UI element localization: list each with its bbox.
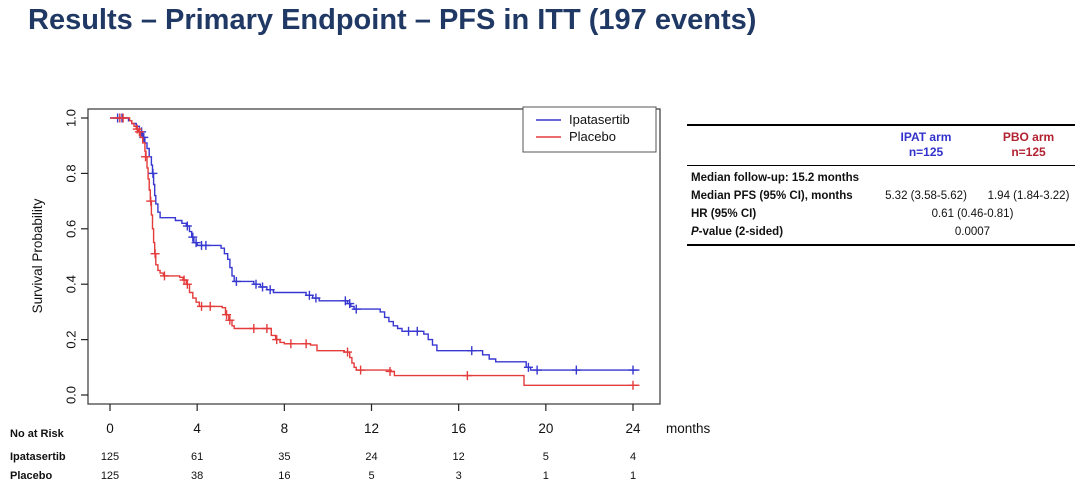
risk-value: 12 [453, 451, 465, 463]
risk-value: 1 [630, 470, 636, 482]
summary-panel: IPAT arm n=125 PBO arm n=125 Median foll… [687, 124, 1075, 246]
risk-value: 125 [101, 451, 119, 463]
risk-table: No at Risk Ipatasertib Placebo 125 61 35 24… [10, 428, 636, 482]
table-row: P-value (2-sided) 0.0007 [687, 223, 1075, 245]
km-curve-placebo [110, 117, 640, 386]
risk-value: 1 [543, 470, 549, 482]
km-curves [110, 113, 640, 390]
km-curve-ipatasertib [110, 117, 640, 371]
summary-table: IPAT arm n=125 PBO arm n=125 Median foll… [687, 124, 1075, 246]
risk-table-title: No at Risk [10, 428, 65, 440]
risk-value: 38 [191, 470, 203, 482]
p-value-label-rest: -value (2-sided) [698, 226, 784, 238]
risk-row-label-placebo: Placebo [10, 470, 52, 482]
summary-header-empty [687, 125, 870, 166]
legend: Ipatasertib Placebo [522, 106, 657, 153]
table-row: Median PFS (95% CI), months 5.32 (3.58-5… [687, 187, 1075, 205]
table-row: HR (95% CI) 0.61 (0.46-0.81) [687, 205, 1075, 223]
summary-header-ipat: IPAT arm n=125 [870, 125, 982, 166]
ipat-arm-label: IPAT arm [900, 130, 952, 144]
legend-label-ipatasertib: Ipatasertib [569, 112, 630, 127]
legend-box [522, 106, 657, 153]
y-tick-label: 0.2 [64, 331, 79, 349]
y-axis-title: Survival Probability [30, 198, 45, 313]
x-axis-ticks: 0 4 8 12 16 20 24 [106, 404, 641, 436]
summary-header-pbo: PBO arm n=125 [982, 125, 1075, 166]
y-tick-label: 0.8 [64, 164, 79, 182]
risk-value: 61 [191, 451, 203, 463]
hr-label: HR (95% CI) [691, 208, 757, 220]
x-tick-label: 4 [193, 421, 201, 436]
p-value: 0.0007 [954, 226, 991, 238]
risk-value: 4 [630, 451, 636, 463]
risk-value: 5 [368, 470, 374, 482]
risk-value: 125 [101, 470, 119, 482]
risk-value: 5 [543, 451, 549, 463]
risk-value: 35 [278, 451, 290, 463]
x-tick-label: 20 [538, 421, 553, 436]
y-tick-label: 1.0 [64, 109, 79, 127]
ipat-arm-n: n=125 [908, 145, 944, 159]
median-pfs-label: Median PFS (95% CI), months [691, 190, 853, 202]
median-followup-label: Median follow-up: 15.2 months [691, 172, 860, 184]
risk-value: 3 [456, 470, 462, 482]
x-tick-label: 0 [106, 421, 114, 436]
plot-box [87, 108, 661, 405]
y-axis-ticks: 0.0 0.2 0.4 0.6 0.8 1.0 [64, 109, 88, 404]
x-tick-label: 12 [364, 421, 379, 436]
x-tick-label: 24 [625, 421, 641, 436]
pbo-arm-label: PBO arm [1002, 130, 1055, 144]
y-tick-label: 0.4 [64, 275, 79, 293]
risk-row-label-ipatasertib: Ipatasertib [10, 451, 66, 463]
summary-header-row: IPAT arm n=125 PBO arm n=125 [687, 125, 1075, 166]
median-pfs-pbo-value: 1.94 (1.84-3.22) [987, 190, 1070, 202]
risk-value: 16 [278, 470, 290, 482]
median-pfs-ipat-value: 5.32 (3.58-5.62) [885, 190, 967, 202]
pbo-arm-n: n=125 [1011, 145, 1046, 159]
hr-value: 0.61 (0.46-0.81) [931, 208, 1014, 220]
y-tick-label: 0.6 [64, 220, 79, 238]
risk-value: 24 [365, 451, 377, 463]
x-axis-unit-label: months [666, 421, 711, 436]
table-row: Median follow-up: 15.2 months [687, 166, 1075, 188]
legend-label-placebo: Placebo [569, 129, 616, 144]
x-tick-label: 16 [451, 421, 466, 436]
p-value-label-prefix: P [691, 226, 699, 238]
x-tick-label: 8 [281, 421, 289, 436]
p-value-label: P-value (2-sided) [687, 223, 870, 245]
y-tick-label: 0.0 [64, 386, 79, 404]
page-title: Results – Primary Endpoint – PFS in ITT … [28, 4, 757, 36]
